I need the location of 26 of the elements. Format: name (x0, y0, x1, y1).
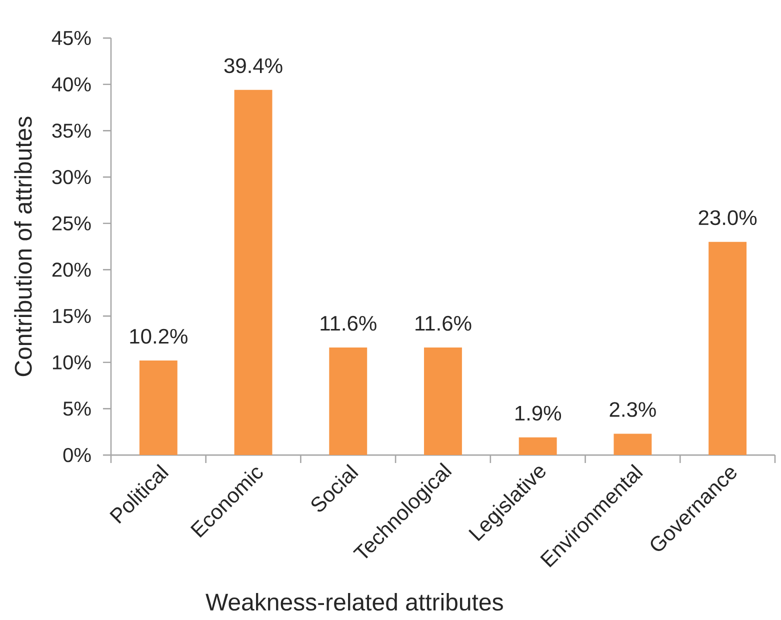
bar (518, 437, 557, 456)
bar (139, 360, 178, 456)
bar (614, 434, 652, 456)
bar (424, 348, 462, 456)
y-tick-label: 20% (52, 262, 91, 277)
data-label: 11.6% (320, 316, 376, 331)
y-tick-label: 25% (52, 216, 91, 230)
data-label: 1.9% (516, 406, 562, 421)
y-tick-label: 5% (63, 402, 91, 416)
x-axis-title: Weakness-related attributes (206, 593, 503, 611)
y-tick-label: 40% (52, 77, 91, 92)
y-tick-label: 35% (52, 124, 91, 138)
bar (708, 242, 747, 456)
data-label: 2.3% (610, 402, 656, 417)
bar (329, 348, 368, 456)
bar (234, 90, 272, 456)
data-label: 23.0% (698, 210, 757, 226)
data-label: 10.2% (130, 328, 188, 344)
y-tick-label: 30% (52, 170, 91, 184)
data-label: 11.6% (416, 316, 472, 331)
y-axis-title: Contribution of attributes (14, 116, 32, 376)
y-tick-label: 45% (52, 31, 91, 46)
y-tick-label: 0% (63, 448, 91, 462)
y-tick-label: 10% (52, 355, 91, 370)
data-label: 39.4% (224, 58, 282, 74)
y-tick-label: 15% (52, 309, 91, 324)
